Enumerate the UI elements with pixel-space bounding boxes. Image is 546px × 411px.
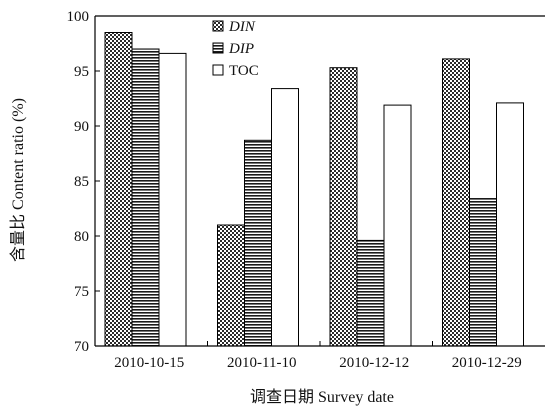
x-tick-label: 2010-10-15: [114, 355, 184, 371]
x-tick-label: 2010-12-29: [452, 355, 522, 371]
bar-din-2010-12-29: [442, 58, 470, 347]
y-axis-title: 含量比 Content ratio (%): [9, 98, 27, 262]
bar-dip-2010-12-12: [356, 239, 385, 347]
bar-toc-2010-11-10: [271, 88, 299, 347]
legend-swatch-din: [212, 20, 224, 32]
bar-toc-2010-12-12: [383, 104, 412, 347]
bar-din-2010-10-15: [104, 32, 133, 347]
bar-din-2010-11-10: [217, 224, 245, 347]
bar-dip-2010-12-29: [469, 198, 497, 347]
bar-din-2010-12-12: [329, 67, 358, 347]
y-tick-label: 70: [74, 339, 89, 355]
bar-toc-2010-12-29: [496, 102, 524, 347]
y-axis-ticks: 70 75 80 85 90 95 100: [67, 9, 100, 355]
x-tick-label: 2010-12-12: [339, 355, 409, 371]
y-tick-label: 90: [74, 119, 89, 135]
legend-label-toc: TOC: [229, 63, 259, 79]
legend-swatch-toc: [212, 64, 224, 76]
legend-label-din: DIN: [228, 19, 256, 35]
y-tick-label: 85: [74, 174, 89, 190]
bar-dip-2010-11-10: [244, 139, 272, 347]
legend-label-dip: DIP: [228, 41, 254, 57]
x-axis-title: 调查日期 Survey date: [250, 388, 394, 406]
bar-dip-2010-10-15: [131, 48, 160, 347]
bar-toc-2010-10-15: [158, 52, 187, 347]
x-tick-label: 2010-11-10: [227, 355, 296, 371]
y-tick-label: 80: [74, 229, 89, 245]
x-axis-ticks: 2010-10-15 2010-11-10 2010-12-12 2010-12-29: [114, 341, 522, 371]
y-tick-label: 75: [74, 284, 89, 300]
legend: DIN DIP TOC: [212, 19, 259, 79]
y-tick-label: 100: [67, 9, 90, 25]
bars: [104, 32, 524, 347]
y-tick-label: 95: [74, 64, 89, 80]
legend-swatch-dip: [212, 42, 224, 54]
